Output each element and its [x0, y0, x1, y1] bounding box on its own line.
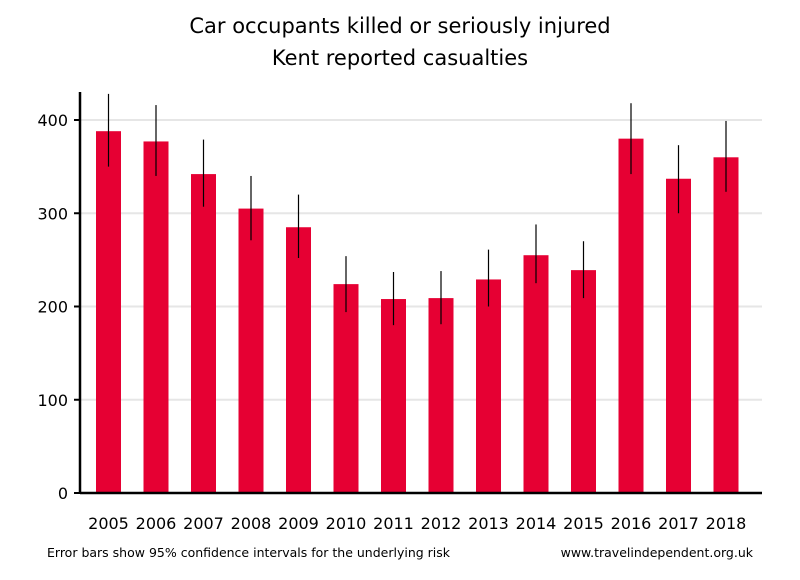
- x-tick-label: 2014: [516, 514, 557, 533]
- bar: [618, 138, 644, 493]
- bar: [286, 227, 311, 494]
- bar: [381, 299, 406, 493]
- bar: [238, 208, 264, 493]
- y-tick-label: 400: [37, 111, 68, 130]
- bar: [191, 174, 216, 493]
- y-tick-label: 300: [37, 204, 68, 223]
- x-tick-label: 2015: [563, 514, 604, 533]
- y-tick-label: 0: [58, 484, 68, 503]
- x-tick-label: 2017: [658, 514, 699, 533]
- x-tick-label: 2011: [373, 514, 414, 533]
- error-bar-note: Error bars show 95% confidence intervals…: [47, 545, 451, 560]
- bar: [666, 178, 691, 493]
- x-tick-label: 2012: [421, 514, 462, 533]
- x-tick-label: 2006: [136, 514, 177, 533]
- y-tick-label: 100: [37, 391, 68, 410]
- x-tick-label: 2013: [468, 514, 509, 533]
- x-tick-label: 2008: [231, 514, 272, 533]
- x-tick-label: 2007: [183, 514, 224, 533]
- bar: [333, 284, 359, 493]
- bar: [96, 131, 121, 493]
- bar: [571, 270, 596, 493]
- x-tick-label: 2009: [278, 514, 319, 533]
- x-tick-label: 2005: [88, 514, 129, 533]
- x-tick-label: 2018: [706, 514, 747, 533]
- bar: [713, 157, 739, 494]
- x-tick-label: 2016: [611, 514, 652, 533]
- bar: [428, 298, 454, 493]
- chart-subtitle: Kent reported casualties: [271, 46, 529, 70]
- x-tick-label: 2010: [326, 514, 367, 533]
- bar: [476, 279, 501, 493]
- source-url: www.travelindependent.org.uk: [560, 545, 753, 560]
- y-tick-label: 200: [37, 298, 68, 317]
- bar: [143, 141, 169, 493]
- bar: [523, 255, 549, 493]
- chart-title: Car occupants killed or seriously injure…: [189, 14, 611, 38]
